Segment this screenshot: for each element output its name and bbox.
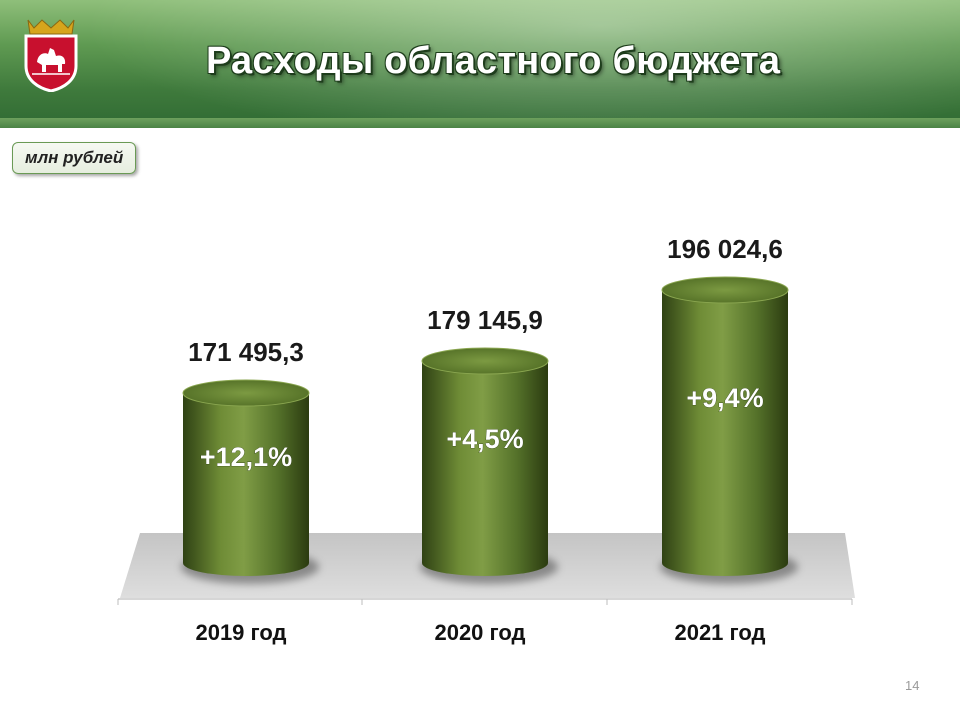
x-tick-label: 2019 год (195, 620, 286, 645)
bar-growth-label: +12,1% (200, 442, 292, 472)
bar-value-label: 196 024,6 (667, 234, 783, 264)
bar-cylinder-body (422, 361, 548, 576)
page-title: Расходы областного бюджета (206, 40, 781, 82)
bar-cylinder-body (183, 393, 309, 576)
bar-cylinder-top (421, 347, 549, 375)
x-tick-label: 2021 год (674, 620, 765, 645)
x-tick-label: 2020 год (434, 620, 525, 645)
page-number: 14 (905, 678, 920, 693)
bar-value-label: 179 145,9 (427, 305, 543, 335)
header-band (0, 118, 960, 128)
unit-badge: млн рублей (12, 142, 137, 174)
region-emblem-icon (24, 19, 78, 92)
bar-cylinder-top (182, 379, 310, 407)
bar-growth-label: +9,4% (686, 383, 763, 413)
bar-cylinder-body (662, 290, 788, 576)
bar-value-label: 171 495,3 (188, 337, 304, 367)
bar-cylinder-top (661, 276, 789, 304)
bar-growth-label: +4,5% (446, 424, 523, 454)
header-banner: Расходы областного бюджета (0, 0, 960, 128)
